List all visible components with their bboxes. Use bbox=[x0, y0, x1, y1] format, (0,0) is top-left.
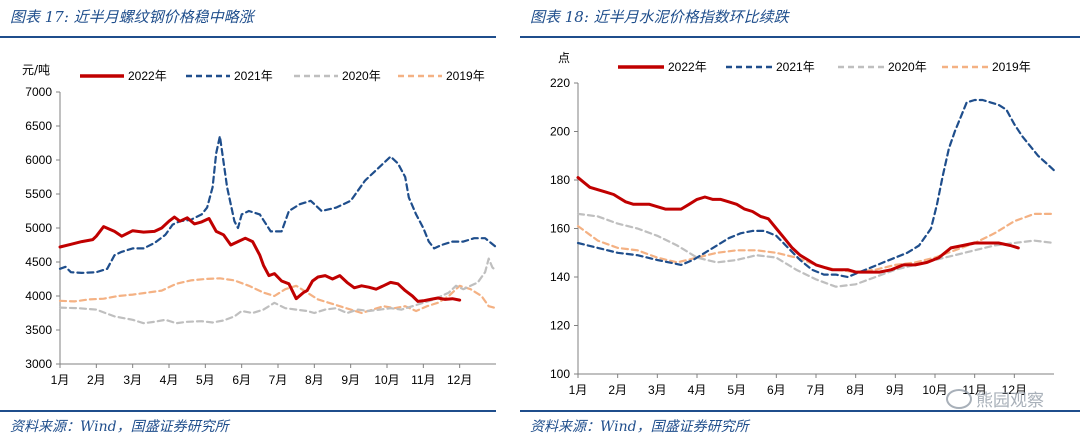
y-tick-label: 5000 bbox=[25, 221, 52, 235]
x-tick-label: 11月 bbox=[411, 373, 435, 387]
x-tick-label: 4月 bbox=[688, 383, 707, 397]
legend-label-y2021: 2021年 bbox=[776, 60, 815, 74]
y-tick-label: 220 bbox=[550, 76, 570, 90]
x-tick-label: 10月 bbox=[374, 373, 399, 387]
x-tick-label: 12月 bbox=[1002, 383, 1027, 397]
source-note: 资料来源：Wind，国盛证券研究所 bbox=[530, 419, 749, 435]
x-tick-label: 5月 bbox=[196, 373, 215, 387]
x-tick-label: 1月 bbox=[569, 383, 588, 397]
x-tick-label: 8月 bbox=[846, 383, 865, 397]
x-tick-label: 2月 bbox=[608, 383, 627, 397]
x-tick-label: 3月 bbox=[648, 383, 667, 397]
x-tick-label: 9月 bbox=[886, 383, 905, 397]
x-tick-label: 3月 bbox=[123, 373, 142, 387]
x-tick-label: 10月 bbox=[922, 383, 947, 397]
series-line-y2022 bbox=[58, 215, 462, 303]
legend-label-y2019: 2019年 bbox=[992, 60, 1031, 74]
series-line-y2022 bbox=[576, 176, 1020, 274]
x-tick-label: 7月 bbox=[807, 383, 826, 397]
series-line-y2020 bbox=[58, 257, 498, 325]
chart-panel-steel: 图表 17: 近半月螺纹钢价格稳中略涨 3000 3500 4000 4500 5000… bbox=[0, 0, 510, 446]
x-tick-label: 6月 bbox=[767, 383, 786, 397]
y-tick-label: 6000 bbox=[25, 153, 52, 167]
legend-label-y2021: 2021年 bbox=[234, 69, 273, 83]
x-tick-label: 5月 bbox=[727, 383, 746, 397]
x-tick-label: 7月 bbox=[269, 373, 288, 387]
source-rule bbox=[0, 410, 496, 412]
chart-panel-cement: 图表 18: 近半月水泥价格指数环比续跌 100 120 140 160 180 200 2… bbox=[520, 0, 1080, 446]
y-tick-label: 3000 bbox=[25, 357, 52, 371]
legend-label-y2022: 2022年 bbox=[128, 69, 167, 83]
y-tick-label: 7000 bbox=[25, 85, 52, 99]
y-tick-label: 120 bbox=[550, 319, 570, 333]
series-line-y2019 bbox=[58, 277, 498, 315]
chart-title: 图表 17: 近半月螺纹钢价格稳中略涨 bbox=[10, 8, 254, 26]
y-tick-label: 100 bbox=[550, 367, 570, 381]
source-note: 资料来源：Wind，国盛证券研究所 bbox=[10, 419, 229, 435]
x-tick-label: 1月 bbox=[51, 373, 70, 387]
series-line-y2021 bbox=[576, 98, 1056, 279]
y-tick-label: 200 bbox=[550, 125, 570, 139]
x-tick-label: 6月 bbox=[232, 373, 251, 387]
x-tick-label: 12月 bbox=[447, 373, 472, 387]
y-tick-label: 6500 bbox=[25, 119, 52, 133]
title-rule bbox=[520, 36, 1080, 38]
steel-price-chart: 3000 3500 4000 4500 5000 5500 6000 6500 7000 1月 2月… bbox=[22, 63, 498, 387]
wechat-icon bbox=[946, 389, 972, 409]
x-tick-label: 9月 bbox=[341, 373, 360, 387]
title-rule bbox=[0, 36, 496, 38]
y-tick-label: 3500 bbox=[25, 323, 52, 337]
legend-label-y2022: 2022年 bbox=[668, 60, 707, 74]
y-tick-label: 4500 bbox=[25, 255, 52, 269]
series-line-y2020 bbox=[576, 212, 1056, 288]
legend-label-y2020: 2020年 bbox=[342, 69, 381, 83]
series-line-y2021 bbox=[58, 135, 498, 274]
source-rule bbox=[520, 410, 1080, 412]
y-tick-label: 5500 bbox=[25, 187, 52, 201]
y-unit-label: 点 bbox=[558, 51, 570, 65]
x-tick-label: 4月 bbox=[160, 373, 179, 387]
watermark: 熊园观察 bbox=[946, 386, 1044, 411]
cement-index-chart: 100 120 140 160 180 200 220 1月 2月 3月 4月 5月 6月 7月 8月 9月 1… bbox=[550, 51, 1056, 397]
x-tick-label: 2月 bbox=[87, 373, 106, 387]
y-tick-label: 4000 bbox=[25, 289, 52, 303]
x-tick-label: 8月 bbox=[305, 373, 324, 387]
y-tick-label: 160 bbox=[550, 222, 570, 236]
y-tick-label: 140 bbox=[550, 270, 570, 284]
y-unit-label: 元/吨 bbox=[22, 63, 50, 77]
legend-label-y2020: 2020年 bbox=[888, 60, 927, 74]
y-tick-label: 180 bbox=[550, 173, 570, 187]
legend-label-y2019: 2019年 bbox=[446, 69, 485, 83]
chart-title: 图表 18: 近半月水泥价格指数环比续跌 bbox=[530, 8, 789, 26]
watermark-text: 熊园观察 bbox=[976, 391, 1044, 411]
